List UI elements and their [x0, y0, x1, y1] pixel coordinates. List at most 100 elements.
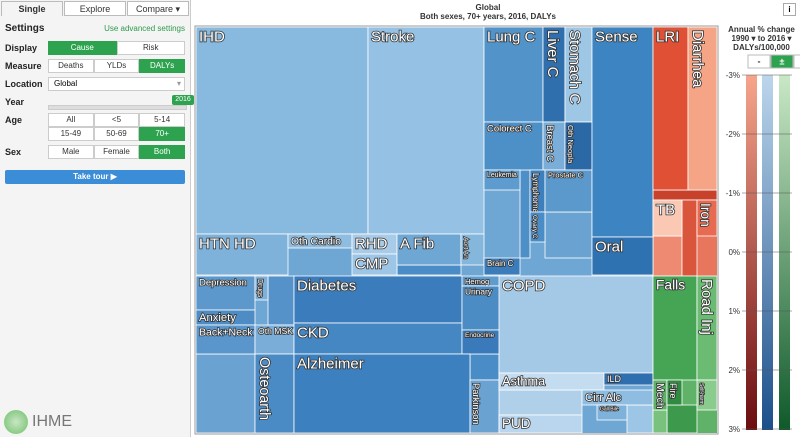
measure-option[interactable]: Deaths [48, 59, 94, 73]
legend-bar [762, 75, 773, 430]
sex-label: Sex [5, 147, 22, 157]
legend-tick-label: -3% [726, 71, 740, 80]
legend-button[interactable] [770, 54, 794, 69]
treemap-cell [596, 404, 628, 421]
cell-label: Urinary [465, 287, 493, 297]
cell-label: Alzheimer [297, 356, 364, 373]
cell-label: CMP [355, 256, 388, 273]
age-option[interactable]: 15-49 [48, 127, 94, 141]
info-button[interactable]: i [783, 3, 796, 16]
cell-label: COPD [502, 278, 546, 295]
treemap-cell [195, 324, 256, 355]
cell-label: CKD [297, 325, 329, 342]
measure-option[interactable]: DALYs [139, 59, 185, 73]
filler-cell [267, 275, 295, 326]
settings-title: Settings [5, 23, 45, 34]
view-subtitle: Both sexes, 70+ years, 2016, DALYs [419, 12, 556, 21]
treemap-cell [460, 233, 485, 266]
cell-label: Depression [199, 278, 247, 289]
tab[interactable]: Compare ▾ [127, 1, 189, 16]
age-option[interactable]: 5-14 [139, 113, 185, 127]
treemap-cell [483, 169, 521, 191]
sex-option[interactable]: Female [93, 145, 140, 159]
year-value: 2016 [172, 95, 194, 105]
treemap-cell [254, 324, 295, 355]
cell-label: Endocrine [465, 332, 495, 339]
cell-label: Oth Neopla [566, 125, 575, 164]
cell-label: RHD [355, 236, 388, 253]
location-value: Global [54, 79, 78, 88]
view-title: Global [475, 3, 501, 12]
tab[interactable]: Explore [64, 1, 126, 16]
filler-cell [681, 199, 698, 277]
legend-button[interactable] [793, 54, 800, 69]
sex-option[interactable]: Both [139, 145, 185, 159]
cell-label: A Fib [400, 236, 434, 253]
main-panel: Global Both sexes, 70+ years, 2016, DALY… [193, 0, 800, 437]
legend-button-label: - [758, 56, 761, 66]
treemap-cell [696, 379, 718, 411]
legend-range: 1990 ▾ to 2016 ▾ [731, 34, 792, 43]
cell-label: Breast C [544, 125, 555, 162]
cell-label: IHD [199, 29, 225, 46]
display-label: Display [5, 43, 38, 53]
cell-label: Oth Cardio [291, 236, 341, 247]
sidebar: Settings Use advanced settings Display M… [0, 0, 194, 437]
treemap-cell [254, 353, 295, 434]
treemap-cell [564, 121, 593, 171]
cell-label: ILD [607, 374, 622, 384]
cell-label: Lung C [487, 29, 536, 46]
treemap-cell [254, 275, 269, 301]
cell-label: Parkinson [471, 383, 481, 425]
tab[interactable]: Single [1, 1, 63, 16]
cell-label: Diabetes [297, 278, 356, 295]
cell-label: LRI [656, 29, 679, 46]
legend-tick-label: 3% [728, 425, 740, 434]
cell-label: Colorect C [487, 124, 532, 135]
filler-cell [396, 264, 462, 276]
legend-button[interactable] [747, 54, 771, 69]
cell-label: Osteoarth [256, 357, 272, 420]
cell-label: Brain C [487, 259, 514, 268]
treemap-cell [293, 322, 463, 355]
treemap-cell [498, 275, 654, 374]
filler-cell [652, 189, 718, 201]
age-label: Age [5, 115, 23, 125]
age-option[interactable]: 70+ [139, 127, 185, 141]
cell-label: Mech [654, 383, 666, 409]
cell-label: Oral [595, 239, 623, 256]
treemap-cell [483, 26, 544, 123]
display-option[interactable]: Risk [116, 41, 185, 55]
filler-cell [519, 169, 531, 259]
cell-label: Ovary C [531, 215, 538, 239]
cell-label: Stomach C [566, 30, 583, 104]
filler-cell [626, 404, 654, 434]
cell-label: Aort An [462, 237, 469, 259]
cell-label: Leukemia [487, 172, 517, 179]
legend-tick-label: 1% [728, 307, 740, 316]
treemap-cell [469, 379, 500, 434]
location-select[interactable]: Global ▾ [48, 77, 185, 91]
tour-button[interactable]: Take tour ▶ [5, 170, 185, 184]
treemap-cell [652, 26, 689, 191]
treemap-cell [461, 329, 501, 355]
filler-cell [544, 211, 593, 259]
treemap-cell [483, 121, 544, 171]
year-slider[interactable] [48, 105, 187, 110]
legend-tick-label: 0% [728, 248, 740, 257]
cell-label: Gall Bile [600, 407, 619, 413]
age-option[interactable]: <5 [93, 113, 140, 127]
legend-bar [779, 75, 790, 430]
sex-option[interactable]: Male [48, 145, 94, 159]
advanced-link[interactable]: Use advanced settings [104, 24, 185, 33]
measure-option[interactable]: YLDs [93, 59, 140, 73]
cell-label: Back+Neck [199, 326, 253, 338]
display-option[interactable]: Cause [48, 41, 117, 55]
treemap-cell [367, 26, 485, 235]
cell-label: Diarrhea [689, 30, 706, 88]
cell-label: Self-harm [698, 383, 704, 405]
logo-icon [4, 410, 28, 434]
age-option[interactable]: All [48, 113, 94, 127]
age-option[interactable]: 50-69 [93, 127, 140, 141]
